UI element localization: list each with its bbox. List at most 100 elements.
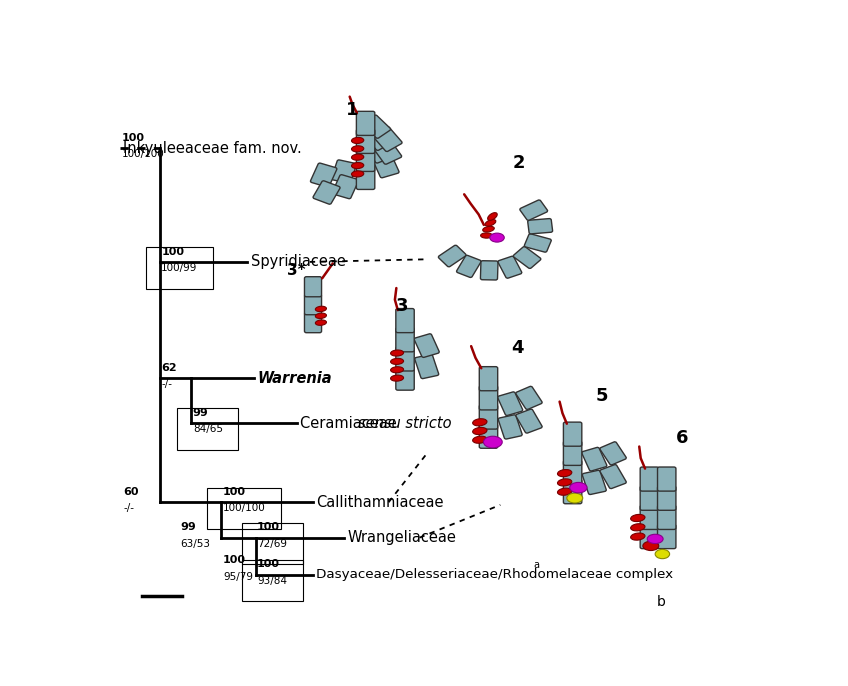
FancyBboxPatch shape	[657, 506, 676, 530]
Text: 100: 100	[257, 559, 280, 569]
Text: 100/99: 100/99	[161, 263, 198, 273]
Text: 3: 3	[395, 297, 408, 315]
Text: 72/69: 72/69	[257, 539, 287, 549]
FancyBboxPatch shape	[373, 139, 402, 164]
FancyBboxPatch shape	[356, 111, 375, 135]
Text: -/-: -/-	[161, 379, 172, 389]
FancyBboxPatch shape	[479, 366, 498, 391]
FancyBboxPatch shape	[304, 313, 321, 333]
FancyBboxPatch shape	[396, 366, 414, 390]
FancyBboxPatch shape	[396, 309, 414, 333]
Text: 100: 100	[161, 247, 184, 257]
Text: 100: 100	[223, 555, 246, 565]
Ellipse shape	[643, 541, 659, 551]
Text: 2: 2	[512, 154, 525, 172]
FancyBboxPatch shape	[364, 127, 392, 150]
Ellipse shape	[315, 306, 326, 311]
Ellipse shape	[352, 163, 364, 169]
Ellipse shape	[391, 358, 404, 364]
Text: Wrangeliaceae: Wrangeliaceae	[347, 530, 456, 545]
Text: 84/65: 84/65	[192, 424, 223, 434]
Ellipse shape	[391, 350, 404, 356]
FancyBboxPatch shape	[332, 160, 356, 183]
FancyBboxPatch shape	[657, 486, 676, 510]
FancyBboxPatch shape	[640, 486, 659, 510]
Text: 100: 100	[222, 487, 245, 497]
FancyBboxPatch shape	[498, 415, 522, 439]
FancyBboxPatch shape	[479, 405, 498, 429]
FancyBboxPatch shape	[657, 525, 676, 549]
FancyBboxPatch shape	[479, 386, 498, 410]
Ellipse shape	[631, 533, 645, 540]
FancyBboxPatch shape	[563, 422, 582, 446]
Ellipse shape	[557, 469, 572, 477]
Text: a: a	[533, 560, 539, 570]
Ellipse shape	[631, 514, 645, 521]
Ellipse shape	[472, 427, 487, 434]
Text: 60: 60	[124, 487, 139, 497]
FancyBboxPatch shape	[516, 409, 542, 433]
FancyBboxPatch shape	[481, 261, 498, 280]
Text: 1: 1	[346, 102, 359, 119]
Ellipse shape	[557, 479, 572, 486]
Text: 62: 62	[161, 363, 177, 373]
FancyBboxPatch shape	[304, 276, 321, 297]
Text: 100/100: 100/100	[122, 150, 165, 159]
Text: 100/100: 100/100	[222, 504, 265, 513]
FancyBboxPatch shape	[415, 355, 438, 379]
Text: 4: 4	[511, 339, 524, 357]
FancyBboxPatch shape	[362, 115, 391, 139]
FancyBboxPatch shape	[640, 525, 659, 549]
Text: Callithamniaceae: Callithamniaceae	[316, 495, 444, 510]
Ellipse shape	[483, 226, 494, 232]
FancyBboxPatch shape	[527, 219, 553, 234]
FancyBboxPatch shape	[366, 140, 393, 163]
FancyBboxPatch shape	[356, 147, 375, 172]
Ellipse shape	[391, 367, 404, 372]
FancyBboxPatch shape	[372, 154, 399, 178]
Text: sensu stricto: sensu stricto	[358, 416, 451, 431]
FancyBboxPatch shape	[657, 467, 676, 491]
Ellipse shape	[566, 493, 583, 503]
FancyBboxPatch shape	[563, 460, 582, 484]
FancyBboxPatch shape	[356, 165, 375, 189]
FancyBboxPatch shape	[310, 163, 337, 187]
FancyBboxPatch shape	[396, 328, 414, 352]
Text: 99: 99	[181, 522, 196, 532]
FancyBboxPatch shape	[498, 256, 522, 279]
Ellipse shape	[557, 488, 572, 495]
Text: Ceramiaceae: Ceramiaceae	[300, 416, 401, 431]
FancyBboxPatch shape	[513, 246, 541, 268]
Text: 95/79: 95/79	[223, 572, 253, 582]
Text: 100: 100	[257, 522, 280, 532]
FancyBboxPatch shape	[600, 442, 627, 465]
Ellipse shape	[352, 154, 364, 161]
FancyBboxPatch shape	[304, 295, 321, 315]
Ellipse shape	[352, 145, 364, 152]
FancyBboxPatch shape	[600, 464, 627, 488]
Text: -/-: -/-	[124, 504, 135, 513]
FancyBboxPatch shape	[498, 392, 522, 416]
Text: 6: 6	[676, 429, 688, 447]
Text: Spyridiaceae: Spyridiaceae	[251, 255, 345, 270]
Ellipse shape	[483, 436, 502, 448]
Text: Warrenia: Warrenia	[257, 370, 332, 386]
Ellipse shape	[481, 233, 493, 238]
FancyBboxPatch shape	[313, 181, 340, 204]
FancyBboxPatch shape	[640, 467, 659, 491]
Text: Dasyaceae/Delesseriaceae/Rhodomelaceae complex: Dasyaceae/Delesseriaceae/Rhodomelaceae c…	[316, 568, 673, 581]
Ellipse shape	[647, 534, 663, 543]
Ellipse shape	[488, 213, 497, 220]
Ellipse shape	[472, 418, 487, 426]
FancyBboxPatch shape	[456, 255, 481, 277]
FancyBboxPatch shape	[332, 175, 359, 199]
Ellipse shape	[490, 233, 505, 242]
FancyBboxPatch shape	[396, 347, 414, 371]
FancyBboxPatch shape	[372, 127, 402, 152]
Text: 99: 99	[192, 407, 209, 418]
FancyBboxPatch shape	[524, 234, 551, 252]
Ellipse shape	[315, 313, 326, 318]
Text: 100: 100	[122, 133, 145, 143]
Ellipse shape	[472, 436, 487, 443]
Ellipse shape	[570, 482, 587, 493]
